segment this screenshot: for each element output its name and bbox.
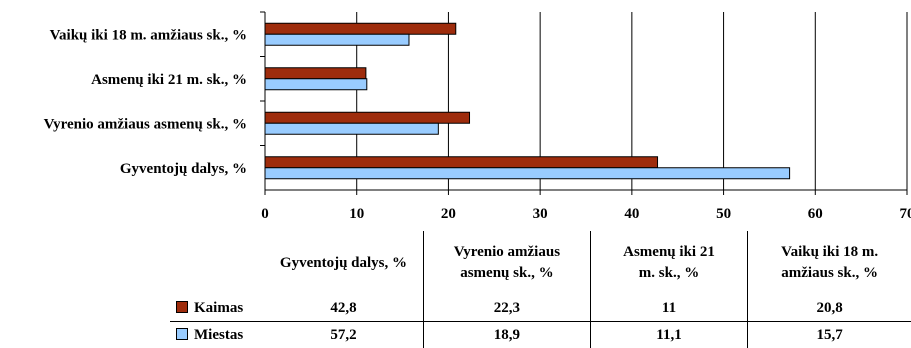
table-row: Miestas 57,2 18,9 11,1 15,7 (170, 321, 911, 348)
x-tick-label: 60 (808, 206, 823, 222)
data-table: Gyventojų dalys, % Vyrenio amžiaus asmen… (170, 231, 911, 348)
x-tick-labels: 0 10 20 30 40 50 60 70 (261, 206, 911, 222)
axes (260, 11, 908, 195)
table-cell: 18,9 (423, 321, 591, 348)
bar-miestas (264, 78, 368, 91)
table-cell: 22,3 (423, 295, 591, 322)
table-header: Gyventojų dalys, % (279, 254, 408, 271)
table-cell: 57,2 (263, 321, 424, 348)
bar-kaimas (264, 22, 457, 35)
table-header: Vaikų iki 18 m. amžiaus sk., % (747, 231, 911, 295)
category-label: Gyventojų dalys, % (120, 161, 247, 177)
legend-entry: Kaimas (170, 295, 264, 322)
bar-miestas (264, 33, 410, 46)
table-header: Vyrenio amžiaus asmenų sk., % (423, 231, 591, 295)
bar-miestas (264, 122, 439, 135)
gridlines (356, 12, 908, 190)
legend-swatch (176, 301, 188, 314)
category-label: Asmenų iki 21 m. sk., % (91, 72, 247, 88)
table-corner (170, 231, 264, 295)
category-label: Vaikų iki 18 m. amžiaus sk., % (50, 27, 247, 43)
bar-chart: Gyventojų dalys, % Vyrenio amžiaus asmenų… (44, 11, 911, 222)
category-label: Vyrenio amžiaus asmenų sk., % (44, 116, 247, 132)
table-cell: 20,8 (747, 295, 911, 322)
x-tick-label: 70 (900, 206, 911, 222)
table-header: Asmenų iki 21 m. sk., % (589, 231, 748, 295)
bars (264, 22, 791, 180)
bar-miestas (264, 167, 791, 180)
category-labels: Gyventojų dalys, % Vyrenio amžiaus asmenų… (44, 27, 247, 177)
bar-kaimas (264, 111, 471, 124)
table-header-row: Gyventojų dalys, % Vyrenio amžiaus asmen… (170, 231, 911, 295)
legend-swatch (176, 328, 188, 341)
table-cell: 11,1 (589, 321, 748, 348)
x-tick-label: 30 (533, 206, 548, 222)
x-tick-label: 50 (716, 206, 731, 222)
x-tick-label: 20 (441, 206, 456, 222)
x-tick-label: 0 (261, 206, 269, 222)
legend-entry: Miestas (170, 321, 264, 348)
bar-kaimas (264, 67, 367, 80)
bar-kaimas (264, 156, 659, 169)
x-tick-label: 40 (624, 206, 639, 222)
table-row: Kaimas 42,8 22,3 11 20,8 (170, 295, 911, 322)
x-tick-label: 10 (349, 206, 364, 222)
table-cell: 15,7 (747, 321, 911, 348)
table-cell: 11 (589, 295, 748, 322)
table-cell: 42,8 (330, 299, 357, 316)
